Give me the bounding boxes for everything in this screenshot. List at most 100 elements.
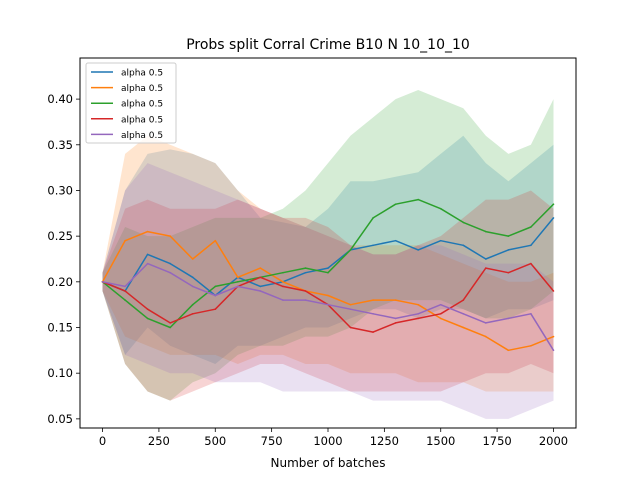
series-3-band [102, 90, 554, 401]
series-1-point [439, 239, 442, 242]
series-3-point [169, 326, 171, 329]
series-5-point [552, 349, 555, 352]
series-2-point [417, 303, 420, 306]
legend-label: alpha 0.5 [121, 100, 163, 110]
series-4-point [349, 326, 352, 329]
series-2-point [327, 294, 329, 297]
series-1-point [485, 258, 487, 260]
series-3-point [191, 303, 194, 306]
series-4-point [372, 331, 374, 333]
series-5-point [394, 317, 397, 320]
y-tick-label: 0.30 [47, 183, 73, 197]
series-4-point [439, 313, 442, 315]
x-axis-label: Number of batches [271, 456, 386, 470]
series-2-point [191, 258, 194, 260]
series-2-point [349, 303, 352, 306]
series-2-point [372, 299, 374, 301]
series-2-point [485, 335, 487, 338]
legend-label: alpha 0.5 [121, 84, 163, 94]
legend-label: alpha 0.5 [121, 69, 163, 79]
series-1-point [417, 249, 420, 251]
series-1-point [304, 271, 307, 274]
legend-label: alpha 0.5 [121, 131, 163, 141]
series-3-point [349, 249, 352, 251]
series-1-point [146, 253, 149, 256]
series-5-point [507, 317, 510, 320]
series-5-point [372, 313, 374, 315]
series-5-point [304, 299, 307, 301]
series-2-point [214, 239, 217, 242]
series-5-point [259, 290, 262, 292]
series-3-point [146, 317, 149, 320]
series-4-point [552, 290, 555, 292]
series-5-point [530, 313, 532, 315]
x-tick-label: 0 [99, 434, 106, 448]
series-3-point [282, 271, 284, 274]
x-tick-label: 1750 [482, 434, 511, 448]
series-4-point [485, 267, 487, 269]
series-lines [101, 198, 555, 352]
series-4-point [214, 308, 217, 311]
series-5-point [191, 285, 194, 288]
legend-label: alpha 0.5 [121, 115, 163, 125]
series-1-point [327, 267, 329, 269]
series-2-point [530, 345, 532, 347]
x-tick-label: 500 [204, 434, 226, 448]
series-4-point [304, 290, 307, 292]
y-tick-label: 0.35 [47, 138, 73, 152]
series-1-point [394, 239, 397, 242]
series-5-point [327, 303, 329, 306]
y-tick-label: 0.25 [47, 229, 73, 243]
series-2-point [124, 239, 126, 242]
series-1-point [462, 244, 465, 247]
series-3-point [507, 235, 510, 237]
x-tick-label: 750 [261, 434, 283, 448]
x-tick-label: 250 [148, 434, 170, 448]
series-2-point [146, 230, 149, 233]
series-2-point [439, 317, 442, 320]
series-3-point [552, 203, 555, 205]
confidence-bands [102, 90, 554, 419]
series-1-point [259, 285, 262, 288]
series-3-point [530, 226, 532, 228]
series-5-point [349, 308, 352, 311]
series-4-point [124, 290, 126, 292]
series-3-point [327, 271, 329, 274]
x-tick-label: 2000 [539, 434, 568, 448]
series-5-point [439, 303, 442, 306]
series-1-point [530, 244, 532, 247]
series-5-point [237, 285, 239, 288]
series-1-point [552, 217, 555, 219]
series-2-point [462, 326, 465, 329]
series-4-point [191, 313, 194, 315]
series-1-band [102, 135, 554, 364]
series-5-point [462, 313, 465, 315]
series-3-point [439, 207, 442, 210]
series-4-point [146, 308, 149, 311]
series-4-point [169, 322, 171, 324]
series-2-point [169, 235, 171, 237]
series-1-point [372, 244, 374, 247]
series-2-point [259, 267, 262, 269]
series-3-point [304, 267, 307, 269]
series-3-point [417, 198, 420, 201]
series-3-point [372, 217, 374, 219]
x-tick-label: 1250 [370, 434, 399, 448]
series-4-point [259, 276, 262, 279]
x-tick-label: 1000 [313, 434, 342, 448]
series-4-point [462, 299, 465, 301]
series-4-point [417, 317, 420, 320]
y-tick-label: 0.10 [47, 366, 73, 380]
series-2-point [237, 276, 239, 279]
series-1-point [507, 249, 510, 251]
series-3-point [237, 281, 239, 283]
series-4-point [394, 322, 397, 324]
series-3-point [214, 285, 217, 288]
series-1-point [169, 262, 171, 265]
y-tick-label: 0.40 [47, 92, 73, 106]
series-2-point [394, 299, 397, 301]
series-5-point [282, 299, 284, 301]
series-5-band [102, 163, 554, 419]
series-5-point [169, 271, 171, 274]
series-4-point [530, 262, 532, 265]
